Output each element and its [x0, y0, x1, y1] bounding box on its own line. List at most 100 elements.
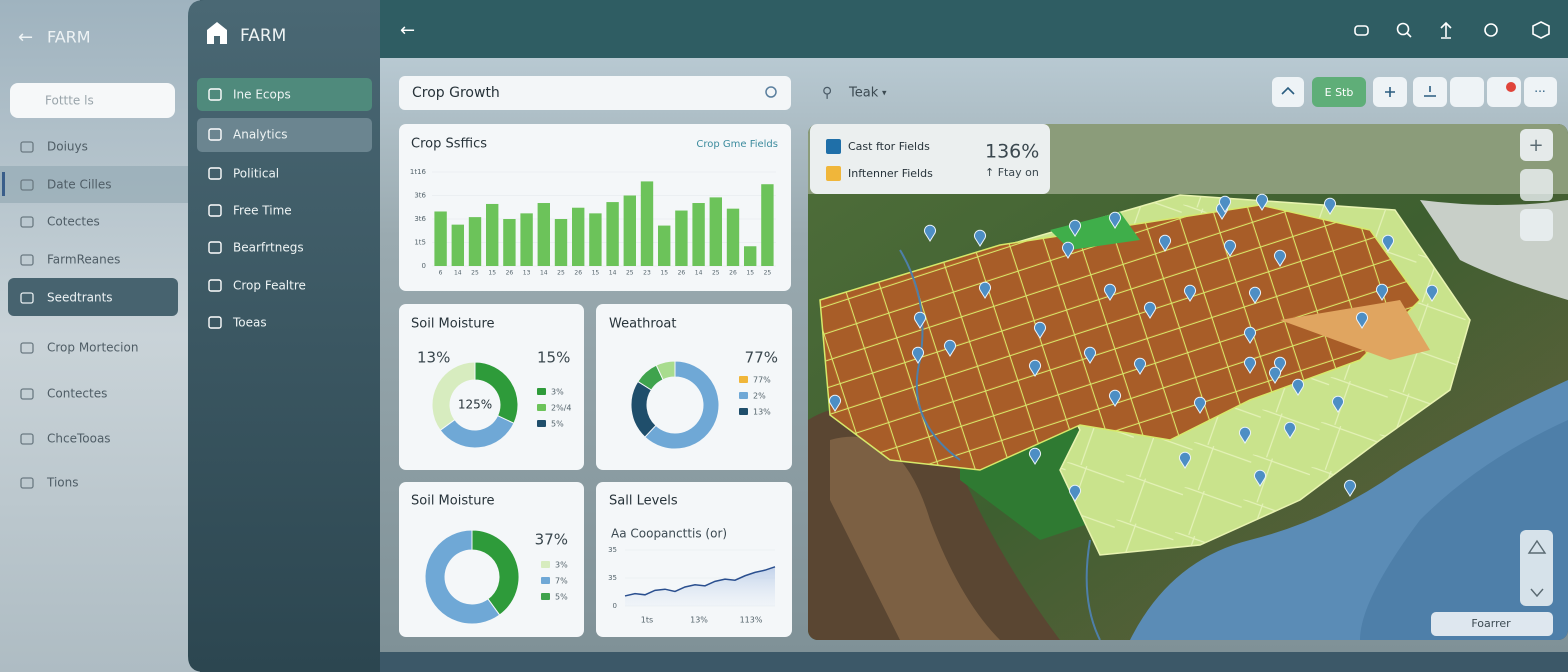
x-tick-label: 15 [660, 270, 668, 277]
map-button[interactable] [1524, 77, 1557, 107]
map-pin [1184, 284, 1196, 302]
card-title: Sall Levels [609, 494, 678, 509]
x-tick-label: 14 [695, 270, 703, 277]
tilt-control[interactable] [1520, 530, 1553, 606]
map-pin [914, 311, 926, 329]
map-control[interactable] [1520, 169, 1553, 201]
legend-note: ↑ Ftay on [985, 166, 1039, 179]
bar-chart: 0 1t5 3t6 3t6 1t16 6 14 25 15 26 13 14 25 26 15 14 25 23 1… [410, 168, 776, 277]
map-pin [1109, 389, 1121, 407]
map-pin [1249, 286, 1261, 304]
x-tick-label: 23 [643, 270, 651, 277]
donut-slice [471, 529, 520, 616]
icon-search[interactable] [1396, 22, 1410, 36]
tilt-icons [1527, 539, 1547, 598]
map-field [1280, 300, 1430, 360]
bar [692, 203, 705, 266]
back-arrow[interactable]: ← [18, 27, 33, 48]
x-tick-label: 25 [764, 270, 772, 277]
legend-label: 2%/4 [551, 404, 571, 413]
nav-item[interactable]: Political [233, 167, 279, 181]
legend-swatch [739, 408, 748, 415]
map-button[interactable] [1272, 77, 1304, 107]
dropdown-caret[interactable]: ▾ [882, 89, 887, 99]
donut-label: 37% [535, 531, 568, 549]
map-pin [1069, 219, 1081, 237]
map-pin [1194, 396, 1206, 414]
menu-icon [20, 388, 34, 400]
x-tick-label: 25 [712, 270, 720, 277]
top-back[interactable]: ← [400, 20, 415, 41]
x-tick-label: 26 [506, 270, 514, 277]
map-pin [1244, 356, 1256, 374]
y-tick-label: 3t6 [414, 192, 426, 200]
donut-label: 15% [537, 349, 570, 367]
sidebar-items: Ine Ecops Analytics Political Free Time Bear… [208, 88, 306, 330]
nav-icon [208, 316, 222, 329]
legend-swatch [537, 388, 546, 395]
menu-item[interactable]: Cotectes [47, 215, 100, 229]
nav-item[interactable]: Toeas [232, 316, 267, 330]
map-control[interactable] [1520, 209, 1553, 241]
map-pin [1274, 356, 1286, 374]
x-tick-label: 25 [557, 270, 565, 277]
legend-label: 13% [753, 408, 771, 417]
menu-icon [20, 433, 34, 445]
x-tick-label: 14 [609, 270, 617, 277]
icon-profile[interactable] [1532, 21, 1550, 39]
menu-item[interactable]: Crop Mortecion [47, 341, 138, 355]
map-search[interactable]: Teak [848, 86, 879, 101]
legend-swatch [541, 593, 550, 600]
left-search[interactable] [10, 83, 175, 118]
x-tick-label: 25 [471, 270, 479, 277]
nav-item[interactable]: Crop Fealtre [233, 279, 306, 293]
menu-item[interactable]: Tions [46, 476, 79, 490]
map-legend [810, 124, 1050, 194]
nav-item[interactable]: Analytics [233, 128, 288, 142]
map-pin [944, 339, 956, 357]
search-box[interactable] [399, 76, 791, 110]
map-button[interactable] [1487, 77, 1521, 107]
left-search-text: Fottte ls [45, 94, 94, 108]
menu-item[interactable]: Date Cilles [47, 178, 112, 192]
bar [709, 197, 722, 266]
card-link[interactable]: Crop Gme Fields [696, 139, 778, 150]
map-footer-button[interactable] [1431, 612, 1553, 636]
sidebar-active [197, 78, 372, 111]
menu-item[interactable]: Doiuys [47, 140, 88, 154]
x-tick-label: 14 [540, 270, 548, 277]
nav-item[interactable]: Free Time [233, 204, 292, 218]
menu-item[interactable]: ChceTooas [47, 432, 111, 446]
donut-slice [655, 360, 676, 381]
more-icon[interactable]: ··· [1534, 85, 1545, 99]
card-title: Crop Ssffics [411, 137, 487, 152]
donut-slice [431, 361, 476, 431]
map-pin [1426, 284, 1438, 302]
map-button[interactable] [1450, 77, 1484, 107]
legend-label: 7% [555, 577, 568, 586]
menu-item[interactable]: Seedtrants [47, 291, 113, 305]
map[interactable] [808, 124, 1568, 640]
zoom-in[interactable] [1520, 129, 1553, 161]
left-title: FARM [47, 28, 91, 47]
x-tick-label: 13% [690, 616, 708, 625]
icon-window[interactable] [1354, 25, 1369, 36]
menu-item[interactable]: FarmReanes [47, 253, 120, 267]
legend-label: 5% [555, 593, 568, 602]
icon-upload[interactable] [1440, 21, 1452, 39]
search-icon[interactable] [765, 86, 777, 98]
left-selected [8, 278, 178, 316]
nav-item[interactable]: Bearfrtnegs [233, 241, 304, 255]
map-search-icon[interactable]: ⚲ [822, 85, 832, 101]
bar [468, 217, 482, 266]
icon-settings[interactable] [1484, 23, 1498, 37]
map-filter-button[interactable] [1312, 77, 1366, 107]
bar [726, 208, 740, 266]
menu-item[interactable]: Contectes [47, 387, 107, 401]
map-pin [1144, 301, 1156, 319]
y-tick-label: 35 [608, 546, 617, 554]
card-title: Weathroat [609, 317, 676, 332]
bar [554, 219, 568, 266]
nav-item[interactable]: Ine Ecops [233, 88, 291, 102]
x-tick-label: 6 [439, 270, 443, 277]
